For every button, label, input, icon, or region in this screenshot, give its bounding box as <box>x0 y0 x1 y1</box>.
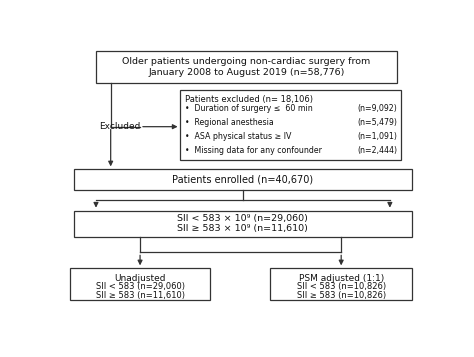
Text: Older patients undergoing non-cardiac surgery from
January 2008 to August 2019 (: Older patients undergoing non-cardiac su… <box>122 57 371 77</box>
Text: •  Missing data for any confounder: • Missing data for any confounder <box>185 146 322 155</box>
Text: Patients enrolled (n=40,670): Patients enrolled (n=40,670) <box>173 175 313 185</box>
FancyBboxPatch shape <box>271 268 412 300</box>
Text: Unadjusted: Unadjusted <box>114 274 166 283</box>
Text: •  Regional anesthesia: • Regional anesthesia <box>185 118 273 127</box>
FancyBboxPatch shape <box>96 51 397 83</box>
Text: SII < 583 (n=29,060): SII < 583 (n=29,060) <box>96 282 184 291</box>
FancyBboxPatch shape <box>181 90 401 160</box>
FancyBboxPatch shape <box>70 268 210 300</box>
Text: Patients excluded (n= 18,106): Patients excluded (n= 18,106) <box>185 95 313 104</box>
FancyBboxPatch shape <box>74 211 412 237</box>
Text: (n=2,444): (n=2,444) <box>357 146 397 155</box>
Text: SII ≥ 583 (n=10,826): SII ≥ 583 (n=10,826) <box>297 291 386 300</box>
Text: •  ASA physical status ≥ IV: • ASA physical status ≥ IV <box>185 132 291 141</box>
Text: Excluded: Excluded <box>99 122 141 131</box>
Text: (n=9,092): (n=9,092) <box>357 104 397 113</box>
Text: (n=5,479): (n=5,479) <box>357 118 397 127</box>
Text: PSM adjusted (1:1): PSM adjusted (1:1) <box>299 274 384 283</box>
FancyBboxPatch shape <box>74 169 412 190</box>
Text: SII < 583 (n=10,826): SII < 583 (n=10,826) <box>297 282 386 291</box>
Text: SII ≥ 583 (n=11,610): SII ≥ 583 (n=11,610) <box>96 291 184 300</box>
Text: (n=1,091): (n=1,091) <box>357 132 397 141</box>
Text: •  Duration of surgery ≤  60 min: • Duration of surgery ≤ 60 min <box>185 104 313 113</box>
Text: SII < 583 × 10⁹ (n=29,060)
SII ≥ 583 × 10⁹ (n=11,610): SII < 583 × 10⁹ (n=29,060) SII ≥ 583 × 1… <box>177 214 309 233</box>
